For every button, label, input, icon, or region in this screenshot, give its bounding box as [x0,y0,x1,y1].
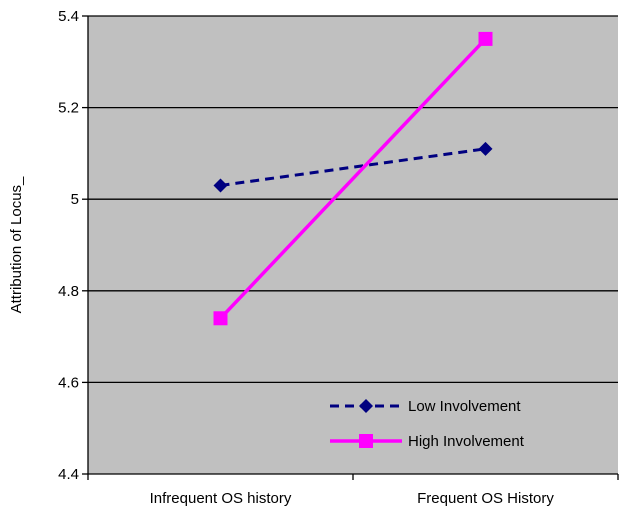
legend-label-low-involvement: Low Involvement [408,398,521,415]
legend-label-high-involvement: High Involvement [408,433,525,450]
data-point-high-involvement [213,311,228,326]
plot-area [88,16,618,474]
legend-marker-high-involvement [359,434,373,448]
legend-marker-low-involvement [359,399,373,413]
y-tick-label: 4.8 [58,283,79,300]
axes [82,15,619,480]
y-tick-label: 4.4 [58,466,79,483]
legend-item-low-involvement: Low Involvement [330,398,521,415]
data-series [213,31,493,326]
y-tick-label: 5.4 [58,8,79,25]
legend: Low Involvement High Involvement [330,398,525,450]
series-high-involvement [213,31,493,326]
y-tick-labels: 4.4 4.6 4.8 5 5.2 5.4 [58,8,79,483]
y-tick-label: 5 [71,191,79,208]
x-tick-labels: Infrequent OS history Frequent OS History [150,490,555,507]
y-tick-label: 5.2 [58,100,79,117]
y-tick-label: 4.6 [58,374,79,391]
series-low-involvement [213,141,493,193]
data-point-high-involvement [478,31,493,46]
series-line-high-involvement [219,37,487,320]
y-axis-label: Attribution of Locus_ [8,176,25,313]
data-point-low-involvement [478,141,493,156]
legend-item-high-involvement: High Involvement [330,433,525,450]
gridlines [88,15,618,384]
data-point-low-involvement [213,178,228,193]
x-tick-label: Infrequent OS history [150,490,292,507]
x-tick-label: Frequent OS History [417,490,554,507]
